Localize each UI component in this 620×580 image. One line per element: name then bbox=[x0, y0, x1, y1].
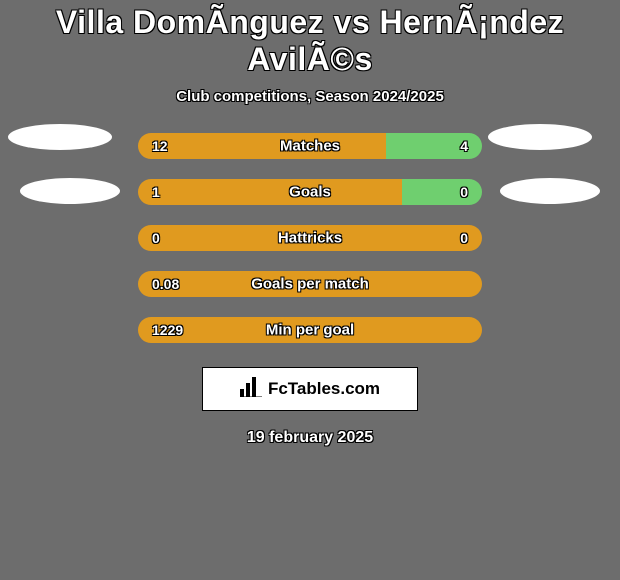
stat-row: 0.08Goals per match bbox=[0, 271, 620, 297]
stat-bar-left: 12 bbox=[138, 133, 386, 159]
fctables-logo-text: FcTables.com bbox=[268, 379, 380, 399]
stat-right-value: 0 bbox=[446, 184, 482, 200]
stat-bar-track: 00 bbox=[138, 225, 482, 251]
stat-left-value: 1 bbox=[138, 184, 174, 200]
page-title: Villa DomÃ­nguez vs HernÃ¡ndez AvilÃ©s bbox=[0, 0, 620, 78]
date-text: 19 february 2025 bbox=[0, 429, 620, 447]
stat-bar-left: 0 bbox=[138, 225, 482, 251]
chart-bars-icon bbox=[240, 377, 262, 402]
subtitle: Club competitions, Season 2024/2025 bbox=[0, 88, 620, 105]
player-marker bbox=[8, 124, 112, 150]
stat-left-value: 1229 bbox=[138, 322, 197, 338]
fctables-logo-card: FcTables.com bbox=[202, 367, 418, 411]
stat-bar-track: 1229 bbox=[138, 317, 482, 343]
stat-left-value: 0.08 bbox=[138, 276, 193, 292]
stat-bar-left: 1 bbox=[138, 179, 402, 205]
stat-left-value: 12 bbox=[138, 138, 182, 154]
stat-row: 00Hattricks bbox=[0, 225, 620, 251]
stat-bar-track: 0.08 bbox=[138, 271, 482, 297]
stat-right-value: 0 bbox=[446, 230, 482, 246]
player-marker bbox=[488, 124, 592, 150]
stats-chart: 124Matches10Goals00Hattricks0.08Goals pe… bbox=[0, 133, 620, 343]
stat-bar-right: 0 bbox=[402, 179, 482, 205]
stat-bar-track: 12 4 bbox=[138, 133, 482, 159]
stat-row: 1229Min per goal bbox=[0, 317, 620, 343]
stat-bar-track: 10 bbox=[138, 179, 482, 205]
stat-bar-left: 0.08 bbox=[138, 271, 482, 297]
stat-bar-left: 1229 bbox=[138, 317, 482, 343]
player-marker bbox=[20, 178, 120, 204]
player-marker bbox=[500, 178, 600, 204]
stat-right-value: 4 bbox=[446, 138, 482, 154]
stat-bar-right: 4 bbox=[386, 133, 482, 159]
stat-left-value: 0 bbox=[138, 230, 174, 246]
